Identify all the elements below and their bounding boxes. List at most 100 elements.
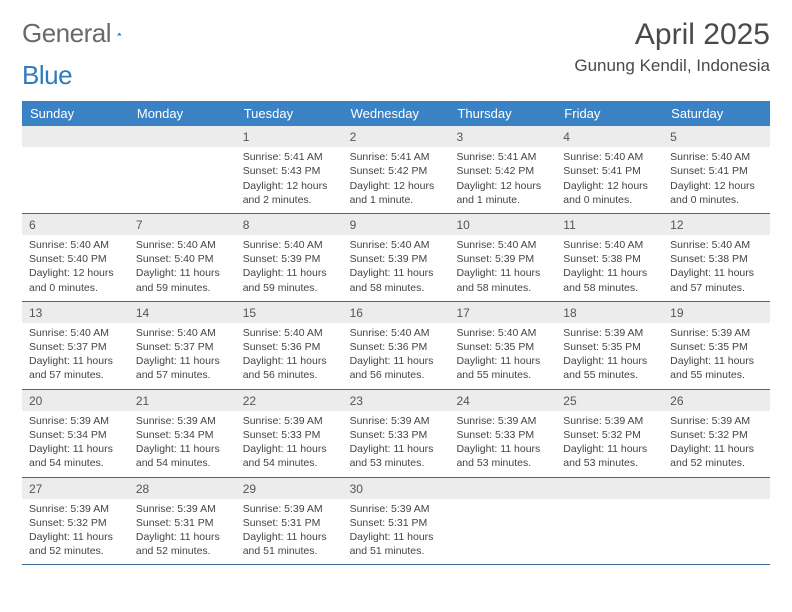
sunrise-line: Sunrise: 5:39 AM: [670, 414, 763, 428]
day-cell: 27Sunrise: 5:39 AMSunset: 5:32 PMDayligh…: [22, 478, 129, 565]
day-details: Sunrise: 5:40 AMSunset: 5:35 PMDaylight:…: [449, 323, 556, 389]
title-block: April 2025 Gunung Kendil, Indonesia: [574, 18, 770, 76]
empty-band: [556, 478, 663, 499]
sunrise-line: Sunrise: 5:39 AM: [29, 414, 122, 428]
day-details: Sunrise: 5:40 AMSunset: 5:39 PMDaylight:…: [343, 235, 450, 301]
logo-general: General: [22, 18, 111, 49]
day-details: Sunrise: 5:40 AMSunset: 5:39 PMDaylight:…: [449, 235, 556, 301]
empty-band: [663, 478, 770, 499]
day-number: 20: [22, 390, 129, 411]
day-details: Sunrise: 5:40 AMSunset: 5:36 PMDaylight:…: [343, 323, 450, 389]
day-number: 6: [22, 214, 129, 235]
sunrise-line: Sunrise: 5:39 AM: [563, 326, 656, 340]
day-number: 4: [556, 126, 663, 147]
daylight-line: Daylight: 11 hours and 54 minutes.: [136, 442, 229, 470]
sunrise-line: Sunrise: 5:40 AM: [350, 238, 443, 252]
day-cell: 4Sunrise: 5:40 AMSunset: 5:41 PMDaylight…: [556, 126, 663, 213]
sunset-line: Sunset: 5:38 PM: [563, 252, 656, 266]
day-details: Sunrise: 5:40 AMSunset: 5:38 PMDaylight:…: [556, 235, 663, 301]
day-cell: 9Sunrise: 5:40 AMSunset: 5:39 PMDaylight…: [343, 214, 450, 301]
logo: General: [22, 18, 145, 49]
day-number: 2: [343, 126, 450, 147]
day-number: 29: [236, 478, 343, 499]
week-row: 20Sunrise: 5:39 AMSunset: 5:34 PMDayligh…: [22, 390, 770, 478]
daylight-line: Daylight: 11 hours and 55 minutes.: [563, 354, 656, 382]
daylight-line: Daylight: 12 hours and 1 minute.: [456, 179, 549, 207]
sunrise-line: Sunrise: 5:39 AM: [29, 502, 122, 516]
empty-cell: [129, 126, 236, 213]
day-number: 28: [129, 478, 236, 499]
day-number: 21: [129, 390, 236, 411]
daylight-line: Daylight: 12 hours and 2 minutes.: [243, 179, 336, 207]
daylight-line: Daylight: 12 hours and 1 minute.: [350, 179, 443, 207]
sunset-line: Sunset: 5:34 PM: [29, 428, 122, 442]
weekday-header: Sunday: [22, 101, 129, 126]
day-cell: 3Sunrise: 5:41 AMSunset: 5:42 PMDaylight…: [449, 126, 556, 213]
day-details: Sunrise: 5:40 AMSunset: 5:41 PMDaylight:…: [556, 147, 663, 213]
sunset-line: Sunset: 5:37 PM: [136, 340, 229, 354]
daylight-line: Daylight: 11 hours and 53 minutes.: [350, 442, 443, 470]
day-number: 26: [663, 390, 770, 411]
daylight-line: Daylight: 11 hours and 53 minutes.: [456, 442, 549, 470]
weekday-header: Monday: [129, 101, 236, 126]
day-details: Sunrise: 5:40 AMSunset: 5:37 PMDaylight:…: [22, 323, 129, 389]
daylight-line: Daylight: 12 hours and 0 minutes.: [670, 179, 763, 207]
daylight-line: Daylight: 11 hours and 52 minutes.: [136, 530, 229, 558]
week-row: 6 Sunrise: 5:40 AM Sunset: 5:40 PM Daylight…: [22, 214, 770, 302]
day-details: Sunrise: 5:39 AMSunset: 5:31 PMDaylight:…: [343, 499, 450, 565]
day-number: 22: [236, 390, 343, 411]
location: Gunung Kendil, Indonesia: [574, 56, 770, 76]
daylight-line: Daylight: 11 hours and 52 minutes.: [29, 530, 122, 558]
day-details: Sunrise: 5:40 AMSunset: 5:37 PMDaylight:…: [129, 323, 236, 389]
logo-triangle-icon: [117, 24, 122, 44]
sunset-line: Sunset: 5:41 PM: [563, 164, 656, 178]
day-number: 27: [22, 478, 129, 499]
day-cell: 11Sunrise: 5:40 AMSunset: 5:38 PMDayligh…: [556, 214, 663, 301]
day-number: 16: [343, 302, 450, 323]
day-number: 17: [449, 302, 556, 323]
sunset-line: Sunset: 5:36 PM: [243, 340, 336, 354]
daylight-line: Daylight: 11 hours and 51 minutes.: [350, 530, 443, 558]
daylight-line: Daylight: 11 hours and 58 minutes.: [563, 266, 656, 294]
sunset-line: Sunset: 5:40 PM: [136, 252, 229, 266]
sunset-line: Sunset: 5:35 PM: [563, 340, 656, 354]
sunset-line: Sunset: 5:42 PM: [456, 164, 549, 178]
day-details: Sunrise: 5:41 AMSunset: 5:42 PMDaylight:…: [449, 147, 556, 213]
daylight-line: Daylight: 11 hours and 54 minutes.: [243, 442, 336, 470]
daylight-line: Daylight: 11 hours and 52 minutes.: [670, 442, 763, 470]
sunset-line: Sunset: 5:35 PM: [670, 340, 763, 354]
sunrise-line: Sunrise: 5:40 AM: [29, 238, 122, 252]
day-number: 7: [129, 214, 236, 235]
day-cell: 13Sunrise: 5:40 AMSunset: 5:37 PMDayligh…: [22, 302, 129, 389]
empty-band: [129, 126, 236, 147]
sunrise-line: Sunrise: 5:40 AM: [563, 150, 656, 164]
day-details: Sunrise: 5:39 AMSunset: 5:32 PMDaylight:…: [22, 499, 129, 565]
day-cell: 5Sunrise: 5:40 AMSunset: 5:41 PMDaylight…: [663, 126, 770, 213]
sunrise-line: Sunrise: 5:40 AM: [456, 238, 549, 252]
sunset-line: Sunset: 5:37 PM: [29, 340, 122, 354]
day-number: 18: [556, 302, 663, 323]
day-number: 30: [343, 478, 450, 499]
sunset-line: Sunset: 5:33 PM: [243, 428, 336, 442]
day-details: Sunrise: 5:39 AMSunset: 5:32 PMDaylight:…: [663, 411, 770, 477]
sunset-line: Sunset: 5:35 PM: [456, 340, 549, 354]
empty-band: [449, 478, 556, 499]
sunrise-line: Sunrise: 5:39 AM: [136, 414, 229, 428]
day-number: 12: [663, 214, 770, 235]
day-details: Sunrise: 5:40 AMSunset: 5:41 PMDaylight:…: [663, 147, 770, 213]
day-cell: 30Sunrise: 5:39 AMSunset: 5:31 PMDayligh…: [343, 478, 450, 565]
day-number: 9: [343, 214, 450, 235]
sunrise-line: Sunrise: 5:40 AM: [563, 238, 656, 252]
day-number: 8: [236, 214, 343, 235]
day-details: Sunrise: 5:39 AMSunset: 5:31 PMDaylight:…: [236, 499, 343, 565]
sunset-line: Sunset: 5:41 PM: [670, 164, 763, 178]
day-number: 10: [449, 214, 556, 235]
day-cell: 7Sunrise: 5:40 AMSunset: 5:40 PMDaylight…: [129, 214, 236, 301]
daylight-line: Daylight: 11 hours and 57 minutes.: [136, 354, 229, 382]
sunrise-line: Sunrise: 5:40 AM: [29, 326, 122, 340]
daylight-line: Daylight: 11 hours and 54 minutes.: [29, 442, 122, 470]
sunrise-line: Sunrise: 5:41 AM: [350, 150, 443, 164]
day-cell: 22Sunrise: 5:39 AMSunset: 5:33 PMDayligh…: [236, 390, 343, 477]
daylight-line: Daylight: 11 hours and 57 minutes.: [670, 266, 763, 294]
sunset-line: Sunset: 5:36 PM: [350, 340, 443, 354]
